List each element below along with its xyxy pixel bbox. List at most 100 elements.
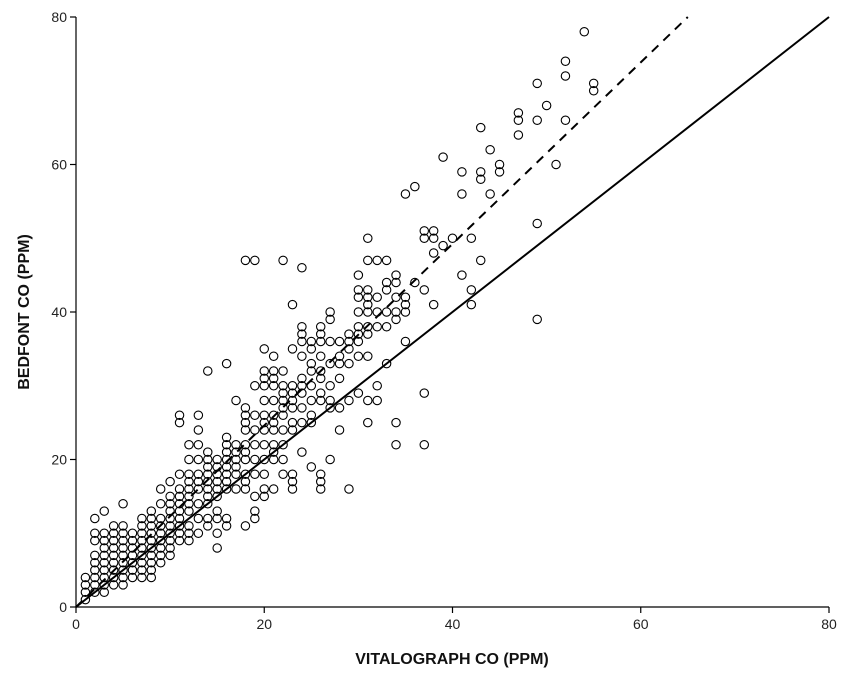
scatter-point bbox=[90, 550, 100, 561]
scatter-point bbox=[155, 550, 166, 561]
scatter-point bbox=[297, 447, 307, 457]
scatter-point bbox=[381, 307, 392, 317]
scatter-point bbox=[466, 285, 477, 295]
scatter-point bbox=[268, 373, 279, 384]
scatter-point bbox=[344, 395, 354, 406]
scatter-point bbox=[297, 417, 307, 428]
scatter-point bbox=[165, 550, 175, 561]
scatter-point bbox=[494, 159, 505, 170]
scatter-point bbox=[240, 521, 251, 531]
scatter-point bbox=[579, 26, 590, 37]
scatter-point bbox=[184, 469, 194, 479]
scatter-point bbox=[118, 580, 128, 590]
scatter-point bbox=[193, 476, 204, 487]
scatter-point bbox=[212, 476, 222, 487]
scatter-point bbox=[297, 321, 307, 332]
scatter-point bbox=[250, 506, 260, 516]
scatter-point bbox=[137, 521, 147, 531]
scatter-point bbox=[184, 439, 194, 450]
scatter-point bbox=[127, 550, 138, 561]
scatter-point bbox=[428, 226, 439, 236]
scatter-point bbox=[184, 484, 194, 494]
scatter-point bbox=[325, 358, 335, 369]
scatter-point bbox=[428, 233, 439, 244]
scatter-point bbox=[268, 454, 279, 465]
scatter-point bbox=[400, 299, 411, 310]
scatter-point bbox=[475, 122, 486, 133]
scatter-point bbox=[250, 439, 260, 450]
scatter-point bbox=[278, 469, 288, 479]
scatter-point bbox=[363, 395, 373, 406]
scatter-point bbox=[400, 336, 411, 347]
scatter-point bbox=[127, 557, 138, 568]
scatter-point bbox=[212, 491, 222, 502]
scatter-point bbox=[221, 358, 232, 369]
scatter-point bbox=[221, 439, 232, 450]
scatter-point bbox=[137, 535, 147, 546]
scatter-point bbox=[212, 462, 222, 472]
scatter-point bbox=[278, 439, 288, 450]
scatter-point bbox=[513, 130, 524, 140]
scatter-point bbox=[353, 270, 364, 280]
scatter-point bbox=[137, 565, 147, 575]
scatter-point bbox=[203, 498, 213, 509]
scatter-point bbox=[90, 587, 100, 597]
scatter-point bbox=[268, 425, 279, 435]
scatter-point bbox=[203, 469, 213, 479]
x-tick-label: 20 bbox=[256, 616, 272, 632]
scatter-point bbox=[419, 233, 430, 244]
x-tick-label: 80 bbox=[821, 616, 837, 632]
y-tick-label: 60 bbox=[51, 157, 67, 173]
scatter-point bbox=[137, 513, 147, 524]
fit-lines bbox=[75, 16, 830, 608]
scatter-point bbox=[193, 469, 204, 479]
scatter-point bbox=[118, 557, 128, 568]
scatter-point bbox=[240, 417, 251, 428]
scatter-point bbox=[259, 373, 269, 384]
scatter-point bbox=[363, 329, 373, 339]
scatter-point bbox=[363, 255, 373, 266]
scatter-point bbox=[118, 498, 128, 509]
scatter-point bbox=[240, 255, 251, 266]
scatter-point bbox=[240, 439, 251, 450]
scatter-point bbox=[118, 521, 128, 531]
scatter-point bbox=[174, 410, 185, 420]
scatter-point bbox=[193, 425, 204, 435]
scatter-point bbox=[381, 255, 392, 266]
scatter-point bbox=[90, 528, 100, 538]
scatter-point bbox=[118, 543, 128, 553]
scatter-point bbox=[174, 535, 185, 546]
scatter-point bbox=[325, 403, 335, 413]
scatter-point bbox=[137, 572, 147, 583]
scatter-point bbox=[155, 528, 166, 538]
scatter-point bbox=[118, 572, 128, 583]
scatter-point bbox=[372, 395, 382, 406]
scatter-point bbox=[259, 366, 269, 376]
scatter-point bbox=[108, 528, 119, 538]
scatter-point bbox=[287, 388, 298, 398]
scatter-point bbox=[334, 373, 345, 384]
scatter-point bbox=[353, 329, 364, 339]
scatter-point bbox=[165, 535, 175, 546]
scatter-point bbox=[363, 417, 373, 428]
scatter-point bbox=[193, 513, 204, 524]
x-tick-label: 40 bbox=[445, 616, 461, 632]
scatter-point bbox=[221, 484, 232, 494]
scatter-point bbox=[278, 425, 288, 435]
scatter-point bbox=[240, 410, 251, 420]
scatter-point bbox=[287, 469, 298, 479]
scatter-point bbox=[541, 100, 552, 111]
scatter-point bbox=[165, 521, 175, 531]
scatter-point bbox=[419, 285, 430, 295]
scatter-point bbox=[231, 469, 241, 479]
scatter-point bbox=[428, 299, 439, 310]
scatter-point bbox=[193, 484, 204, 494]
scatter-point bbox=[297, 329, 307, 339]
scatter-point bbox=[146, 565, 157, 575]
scatter-point bbox=[174, 521, 185, 531]
scatter-point bbox=[250, 255, 260, 266]
scatter-point bbox=[419, 226, 430, 236]
scatter-point bbox=[99, 565, 109, 575]
scatter-point bbox=[155, 513, 166, 524]
